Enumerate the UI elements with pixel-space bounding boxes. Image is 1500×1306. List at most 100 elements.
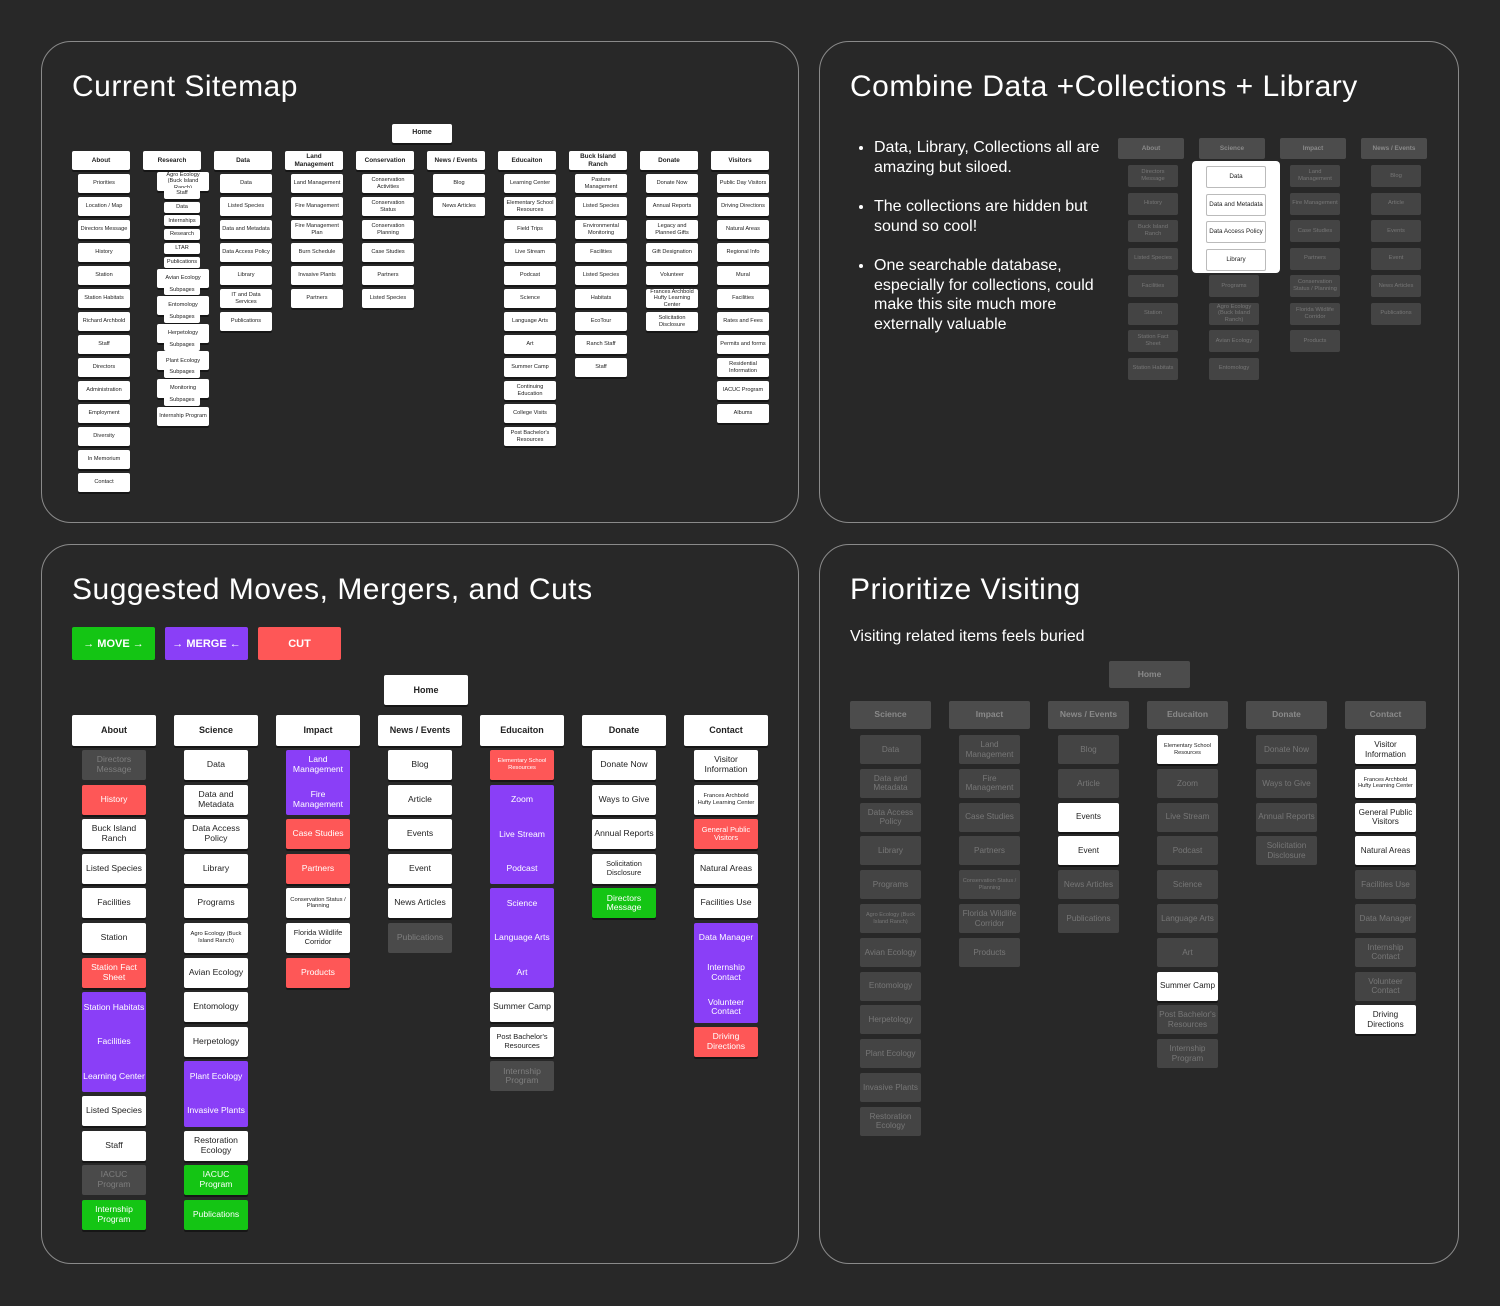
sitemap-item: Natural Areas xyxy=(694,853,758,884)
sitemap-item: Art xyxy=(1157,937,1218,967)
column-header: Science xyxy=(850,701,931,729)
merge-item: Art xyxy=(516,966,528,977)
sitemap-item: Publications xyxy=(1058,904,1119,933)
sitemap-item: Facilities xyxy=(1128,275,1178,297)
sitemap-item: Products xyxy=(286,957,350,988)
column-header: News / Events xyxy=(1361,138,1427,159)
sitemap-item: Listed Species xyxy=(575,197,627,216)
sitemap-item: Post Bachelor's Resources xyxy=(1157,1005,1218,1035)
sitemap-item: Conservation Status / Planning xyxy=(286,888,350,919)
sitemap-item: Listed Species xyxy=(362,289,414,308)
sitemap-item: Restoration Ecology xyxy=(860,1106,921,1136)
sitemap-item: Data Access Policy xyxy=(860,802,921,832)
sitemap-item: Programs xyxy=(860,870,921,900)
sitemap-item: Permits and forms xyxy=(717,335,769,354)
sitemap-item: LTAR xyxy=(164,243,200,254)
column-header: Data xyxy=(214,151,272,170)
sitemap-item: Podcast xyxy=(504,266,556,285)
merge-item: Station Habitats xyxy=(83,1001,145,1012)
sitemap-item: Ways to Give xyxy=(592,784,656,815)
column-header: Impact xyxy=(1280,138,1346,159)
sitemap-item: Buck Island Ranch xyxy=(1128,220,1178,242)
sitemap-item: Science xyxy=(504,289,556,308)
home-node: Home xyxy=(1109,661,1190,688)
popup-item: Data Access Policy xyxy=(1206,221,1266,243)
sitemap-item: Donate Now xyxy=(1256,735,1317,764)
sitemap-item: Fire Management xyxy=(291,197,343,216)
merge-group xyxy=(490,784,554,885)
column-header: Impact xyxy=(949,701,1030,729)
panel-subtitle: Visiting related items feels buried xyxy=(850,628,1085,645)
merge-item: Plant Ecology xyxy=(189,1070,243,1081)
column-header: About xyxy=(72,715,156,746)
sitemap-item: Fire Management Plan xyxy=(291,220,343,239)
merge-item: Volunteer Contact xyxy=(707,996,745,1017)
sitemap-item: Location / Map xyxy=(78,197,130,216)
sitemap-item: News Articles xyxy=(433,197,485,216)
sitemap-item: Library xyxy=(184,853,248,884)
column-header: Buck Island Ranch xyxy=(569,151,627,170)
merge-item: Podcast xyxy=(506,863,538,874)
sitemap-item: News Articles xyxy=(388,888,452,919)
column-header: Contact xyxy=(1345,701,1426,729)
column-header: Donate xyxy=(1246,701,1327,729)
column-header: News / Events xyxy=(427,151,485,170)
sitemap-item: Blog xyxy=(1371,165,1421,187)
sitemap-item: Conservation Status xyxy=(362,197,414,216)
sitemap-item: Learning Center xyxy=(504,174,556,193)
sitemap-item: Land Management xyxy=(959,735,1020,764)
sitemap-item: Station Fact Sheet xyxy=(82,957,146,988)
sitemap-item: Live Stream xyxy=(1157,802,1218,832)
sitemap-item: Programs xyxy=(1209,275,1259,297)
sitemap-item: Mural xyxy=(717,266,769,285)
sitemap-item: Facilities Use xyxy=(1355,870,1416,900)
sitemap-item: Conservation Activities xyxy=(362,174,414,193)
merge-group xyxy=(286,750,350,816)
sitemap-item: Internships xyxy=(164,215,200,227)
sitemap-item: Employment xyxy=(78,404,130,423)
sitemap-item: Art xyxy=(504,335,556,354)
column-header: News / Events xyxy=(1048,701,1129,729)
sitemap-item: Avian Ecology xyxy=(157,268,209,288)
sitemap-item: Language Arts xyxy=(1157,904,1218,933)
sitemap-item: Zoom xyxy=(1157,768,1218,798)
sitemap-item: Data Access Policy xyxy=(184,819,248,850)
sitemap-item: Conservation Status / Planning xyxy=(959,870,1020,900)
sitemap-item: Directors Message xyxy=(1128,165,1178,187)
sitemap-item: Data xyxy=(220,174,272,193)
column-header: Research xyxy=(143,151,201,170)
sitemap-item: Station xyxy=(82,923,146,953)
sitemap-item: Solicitation Disclosure xyxy=(646,312,698,331)
legend-cut: CUT xyxy=(258,627,341,660)
sitemap-item: Restoration Ecology xyxy=(184,1130,248,1161)
column-header: News / Events xyxy=(378,715,462,746)
sitemap-item: Publications xyxy=(184,1199,248,1230)
sitemap-item: News Articles xyxy=(1371,275,1421,297)
sitemap-item: Subpages xyxy=(164,394,200,406)
popup-item: Data xyxy=(1206,166,1266,188)
merge-item: Facilities xyxy=(97,1036,131,1047)
sitemap-item: Agro Ecology (Buck Island Ranch) xyxy=(157,172,209,191)
sitemap-item: Data and Metadata xyxy=(184,784,248,815)
merge-item: Internship Contact xyxy=(707,962,745,982)
sitemap-item: Monitoring xyxy=(157,379,209,398)
sitemap-item: Post Bachelor's Resources xyxy=(504,427,556,446)
sitemap-item: Staff xyxy=(164,187,200,199)
panel-title: Suggested Moves, Mergers, and Cuts xyxy=(72,573,593,606)
column-header: Donate xyxy=(640,151,698,170)
sitemap-item: Volunteer Contact xyxy=(1355,971,1416,1001)
sitemap-item: Habitats xyxy=(575,289,627,308)
column-header: Science xyxy=(1199,138,1265,159)
sitemap-item: Event xyxy=(1058,836,1119,866)
sitemap-item: Podcast xyxy=(1157,836,1218,866)
sitemap-item: Agro Ecology (Buck Island Ranch) xyxy=(184,923,248,953)
sitemap-item: Article xyxy=(1058,768,1119,798)
sitemap-item: Case Studies xyxy=(959,802,1020,832)
sitemap-item: Field Trips xyxy=(504,220,556,239)
column-header: Visitors xyxy=(711,151,769,170)
sitemap-item: Internship Program xyxy=(1157,1039,1218,1069)
sitemap-item: Fire Management xyxy=(1290,192,1340,215)
sitemap-item: Plant Ecology xyxy=(860,1039,921,1069)
sitemap-item: Listed Species xyxy=(82,853,146,884)
sitemap-item: Frances Archbold Hufty Learning Center xyxy=(1355,768,1416,798)
